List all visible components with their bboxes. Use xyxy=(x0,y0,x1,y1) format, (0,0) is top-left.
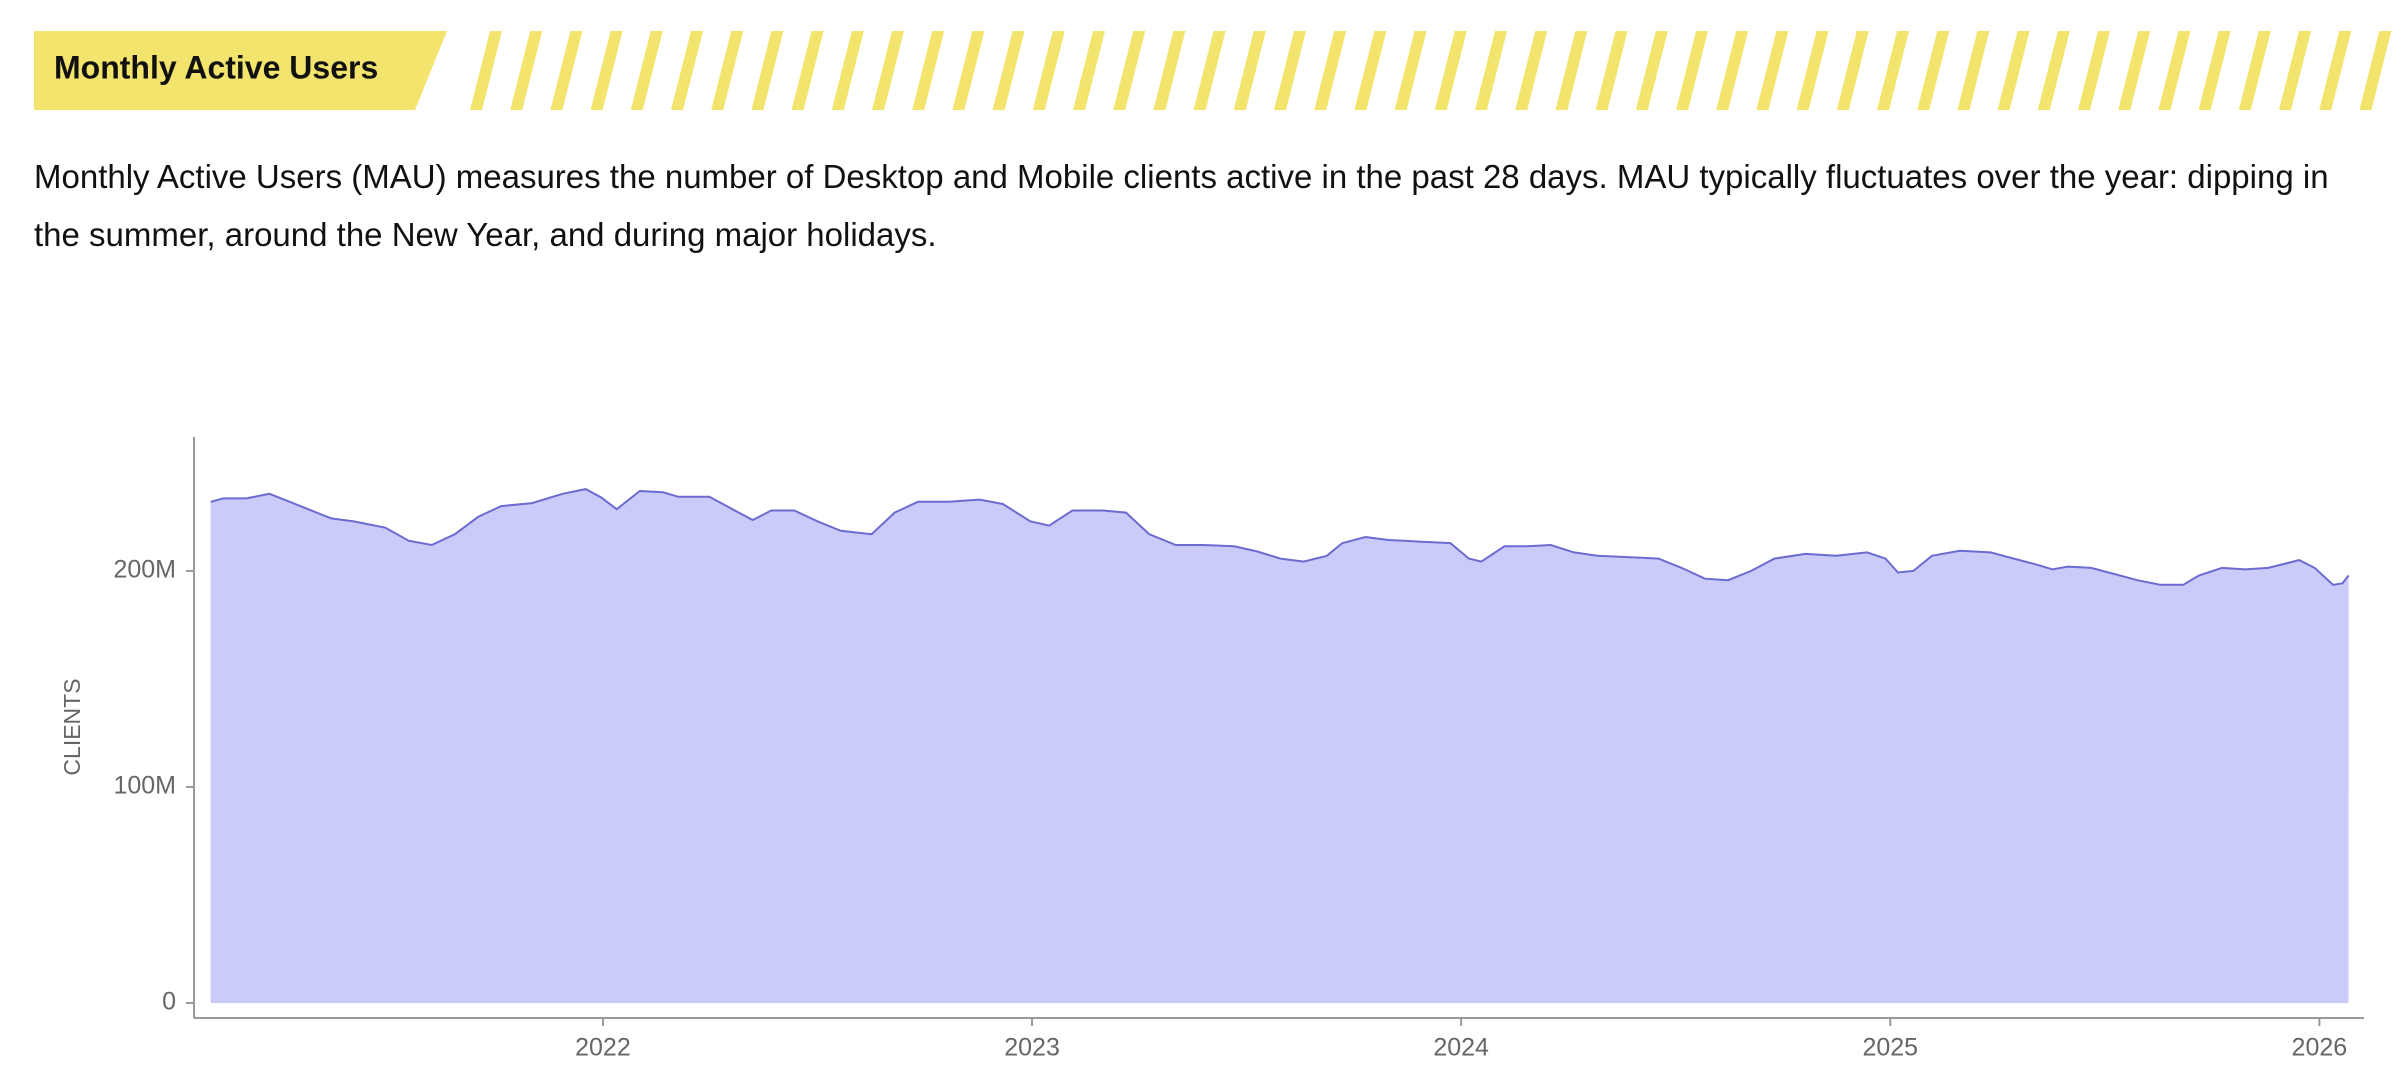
stripe xyxy=(872,31,904,110)
description: Monthly Active Users (MAU) measures the … xyxy=(34,158,2329,253)
area xyxy=(210,489,2349,1004)
stripe xyxy=(1394,31,1427,110)
stripe xyxy=(1635,31,1668,110)
stripe xyxy=(992,31,1025,110)
y-tick-label: 200M xyxy=(113,556,176,584)
stripe xyxy=(791,31,824,110)
stripe xyxy=(2279,31,2311,110)
stripe xyxy=(1957,31,1990,110)
stripe xyxy=(952,31,985,110)
y-tick-label: 100M xyxy=(113,772,176,800)
stripe xyxy=(1153,31,1186,110)
stripe xyxy=(2118,31,2151,110)
stripe xyxy=(510,31,543,110)
stripe xyxy=(1032,31,1065,110)
stripe xyxy=(711,31,744,110)
stripe xyxy=(1595,31,1628,110)
stripe xyxy=(1434,31,1467,110)
stripe xyxy=(671,31,703,110)
stripe xyxy=(1233,31,1266,110)
x-tick-label: 2022 xyxy=(575,1034,631,1062)
stripe xyxy=(1917,31,1950,110)
header: Monthly Active Users xyxy=(34,31,2392,110)
stripe xyxy=(1314,31,1347,110)
stripe xyxy=(2238,31,2271,110)
stripe xyxy=(2158,31,2191,110)
stripe xyxy=(2359,31,2392,110)
stripe xyxy=(1877,31,1909,110)
x-tick-label: 2023 xyxy=(1004,1034,1060,1062)
stripe xyxy=(751,31,784,110)
stripe xyxy=(2037,31,2070,110)
line xyxy=(210,488,2350,586)
x-tick-label: 2025 xyxy=(1862,1034,1918,1062)
stripe xyxy=(550,31,583,110)
stripe xyxy=(590,31,623,110)
stripe xyxy=(2198,31,2231,110)
stripe xyxy=(2078,31,2110,110)
stripe xyxy=(1073,31,1105,110)
stripe xyxy=(1475,31,1507,110)
stripe xyxy=(1836,31,1869,110)
stripe xyxy=(1354,31,1387,110)
stripe xyxy=(1676,31,1708,110)
x-tick-label: 2024 xyxy=(1433,1034,1489,1062)
y-axis-label: CLIENTS xyxy=(59,678,85,775)
x-tick-label: 2026 xyxy=(2292,1034,2348,1062)
section-title: Monthly Active Users xyxy=(54,49,378,85)
stripe xyxy=(1113,31,1146,110)
stripe xyxy=(1515,31,1548,110)
stripe xyxy=(1193,31,1226,110)
stripe xyxy=(1997,31,2030,110)
y-tick-label: 0 xyxy=(162,988,176,1016)
stripe xyxy=(831,31,864,110)
stripe xyxy=(1756,31,1789,110)
stripe xyxy=(912,31,945,110)
stripe xyxy=(1274,31,1306,110)
stripe xyxy=(630,31,663,110)
title-box xyxy=(34,31,447,110)
stripe xyxy=(1555,31,1588,110)
stripe xyxy=(2319,31,2352,110)
stripe xyxy=(1796,31,1829,110)
stripe xyxy=(470,31,502,110)
stripe xyxy=(1716,31,1749,110)
